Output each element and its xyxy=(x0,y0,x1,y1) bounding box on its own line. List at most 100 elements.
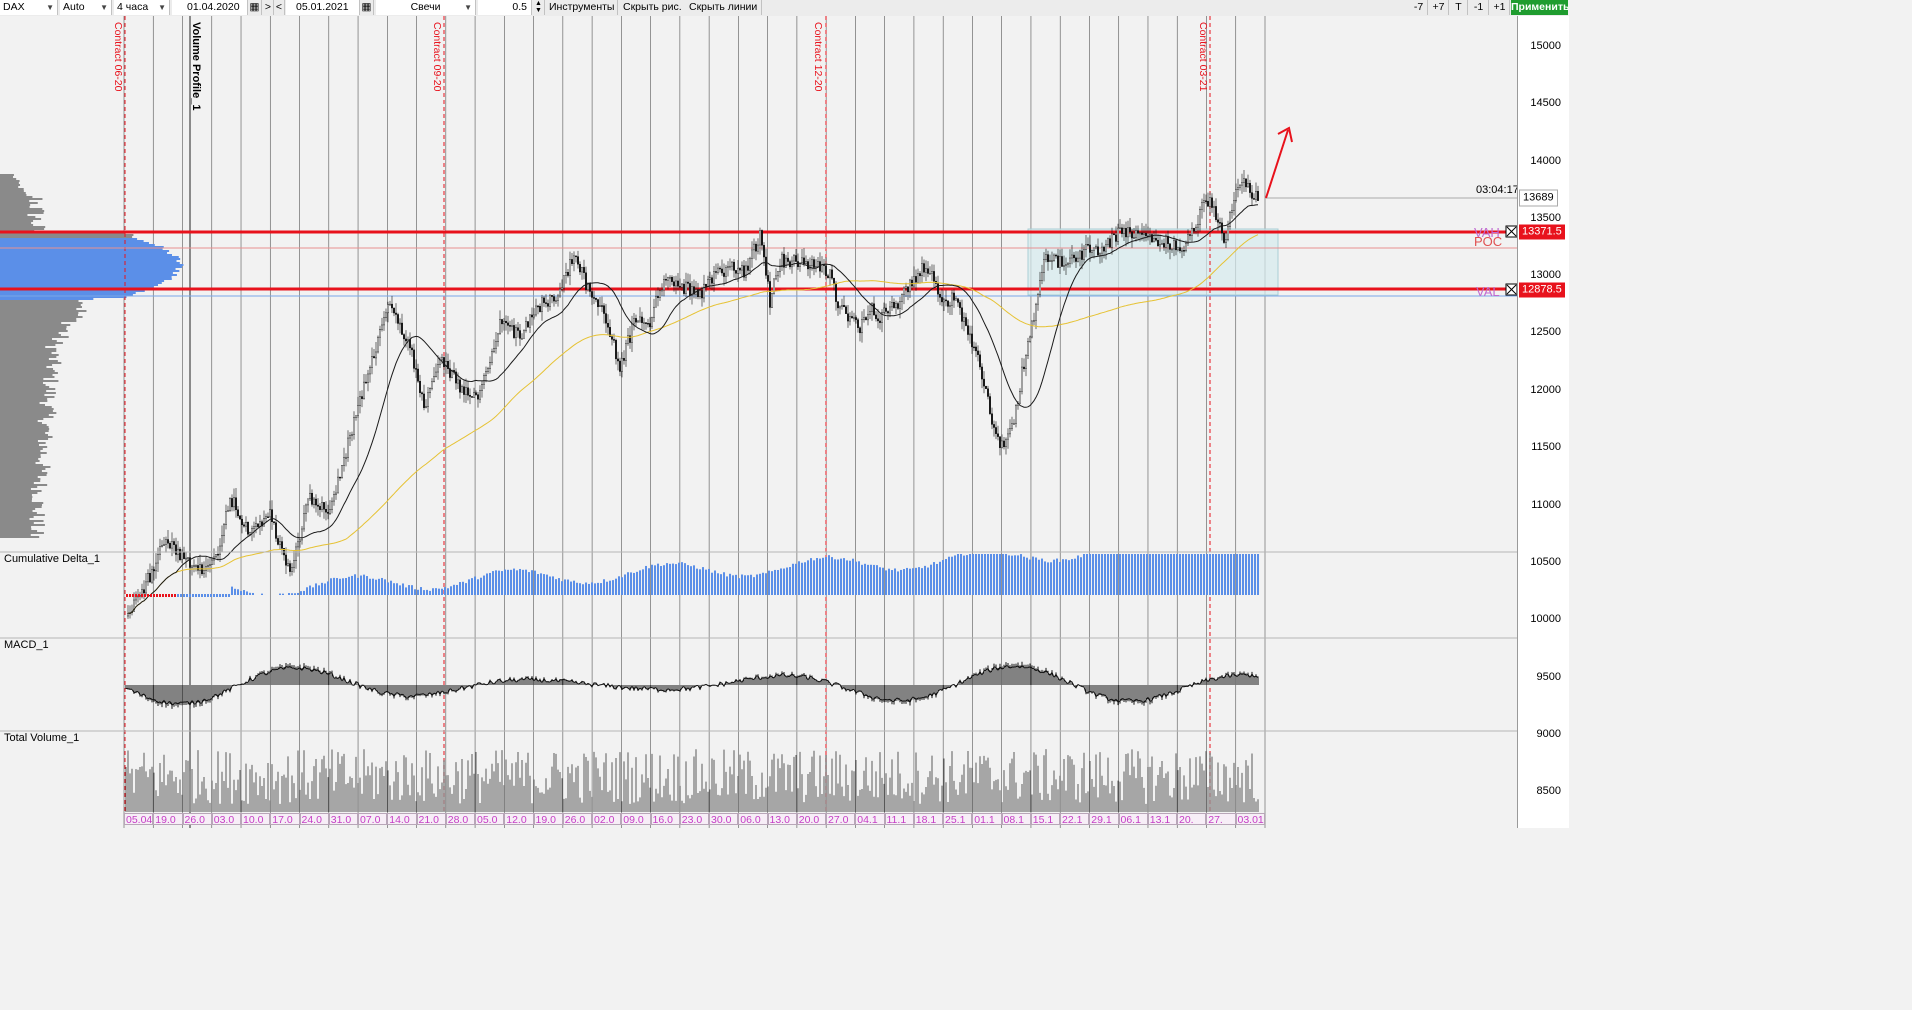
candle-body xyxy=(1056,255,1059,268)
delta-bar xyxy=(198,594,200,597)
date-tick: 20.0 xyxy=(796,813,826,825)
candle-body xyxy=(629,335,632,343)
profile-bar xyxy=(0,368,54,370)
candle-body xyxy=(1206,201,1209,207)
delta-bar xyxy=(213,594,215,597)
step-input[interactable]: 0.5 xyxy=(478,0,532,15)
plus7-button[interactable]: +7 xyxy=(1429,0,1449,15)
candle-body xyxy=(671,277,674,282)
profile-bar xyxy=(0,486,38,488)
scale-select[interactable]: Auto ▼ xyxy=(60,0,112,15)
timeframe-select[interactable]: 4 часа ▼ xyxy=(114,0,170,15)
minus1-button[interactable]: -1 xyxy=(1469,0,1489,15)
delta-bar xyxy=(426,589,428,595)
candle-body xyxy=(1096,246,1099,256)
profile-bar xyxy=(0,406,52,408)
candle-body xyxy=(287,563,290,566)
date-from-field[interactable]: 01.04.2020 xyxy=(172,0,248,15)
candle-body xyxy=(581,267,584,273)
candle-body xyxy=(1176,247,1179,251)
delta-bar xyxy=(840,558,842,595)
prev-button[interactable]: < xyxy=(274,0,285,15)
candle-body xyxy=(635,318,638,323)
macd-title: MACD_1 xyxy=(4,639,49,651)
delta-bar xyxy=(1077,555,1079,595)
candle-body xyxy=(313,498,316,505)
candle-body xyxy=(1140,232,1143,235)
candle-body xyxy=(315,498,318,506)
candle-body xyxy=(347,437,350,458)
tools-button[interactable]: Инструменты xyxy=(546,0,618,15)
candle-body xyxy=(577,256,580,265)
delta-bar xyxy=(1197,554,1199,595)
calendar-to-icon[interactable]: ▦ xyxy=(360,0,374,15)
delta-bar xyxy=(594,583,596,595)
profile-bar xyxy=(0,254,172,256)
date-to-field[interactable]: 05.01.2021 xyxy=(286,0,360,15)
delta-bar xyxy=(768,570,770,595)
projection-arrow[interactable] xyxy=(1265,126,1293,199)
candle-body xyxy=(1028,336,1031,342)
profile-bar xyxy=(0,328,67,330)
candle-body xyxy=(963,317,966,322)
apply-button[interactable]: Применить xyxy=(1511,0,1568,15)
delta-bar xyxy=(1149,554,1151,595)
delta-bar xyxy=(906,567,908,595)
chart-canvas[interactable]: Contract 06-20 Contract 09-20 Contract 1… xyxy=(0,16,1517,828)
candle-body xyxy=(625,343,628,361)
candle-body xyxy=(985,385,988,389)
delta-bar xyxy=(1251,554,1253,595)
plus1-button[interactable]: +1 xyxy=(1490,0,1510,15)
calendar-from-icon[interactable]: ▦ xyxy=(248,0,262,15)
delta-bar xyxy=(402,583,404,595)
candle-body xyxy=(947,300,950,307)
delta-bar xyxy=(1089,554,1091,595)
delta-bar xyxy=(165,594,167,597)
candle-body xyxy=(1242,178,1245,183)
delta-bar xyxy=(615,578,617,595)
hide-lines-button[interactable]: Скрыть линии xyxy=(686,0,762,15)
candle-body xyxy=(663,279,666,291)
candle-body xyxy=(132,599,135,612)
symbol-select[interactable]: DAX ▼ xyxy=(0,0,58,15)
candle-body xyxy=(923,263,926,273)
next-button[interactable]: > xyxy=(263,0,274,15)
candle-body xyxy=(517,327,520,331)
t-button[interactable]: T xyxy=(1450,0,1468,15)
candle-body xyxy=(847,313,850,322)
delta-bar xyxy=(228,594,230,597)
contract-label-09-20: Contract 09-20 xyxy=(431,22,443,92)
profile-bar xyxy=(0,308,77,310)
price-axis[interactable]: 15000 14500 14000 13500 13000 12500 1200… xyxy=(1517,16,1569,828)
delta-bar xyxy=(384,579,386,595)
delta-bar xyxy=(1131,554,1133,595)
candle-body xyxy=(523,330,526,339)
delta-bar xyxy=(999,554,1001,595)
candle-body xyxy=(599,305,602,308)
candle-body xyxy=(767,275,770,282)
step-spinner[interactable]: ▲ ▼ xyxy=(533,0,545,15)
candle-body xyxy=(1040,272,1043,281)
delta-bar xyxy=(1245,554,1247,595)
minus7-button[interactable]: -7 xyxy=(1410,0,1428,15)
candle-body xyxy=(373,356,376,359)
candle-body xyxy=(967,325,970,335)
date-axis[interactable]: 05.04 19.0 26.0 03.0 10.0 17.0 24.0 31.0 07.0 14.… xyxy=(124,813,1265,826)
candle-body xyxy=(1210,197,1213,208)
symbol-value: DAX xyxy=(3,1,25,13)
candle-body xyxy=(647,323,650,325)
candle-body xyxy=(335,492,338,495)
hide-drawings-button[interactable]: Скрыть рис. xyxy=(620,0,686,15)
chart-type-select[interactable]: Свечи ▼ xyxy=(376,0,476,15)
profile-bar xyxy=(0,388,56,390)
fast-moving-average xyxy=(127,204,1259,614)
candle-body xyxy=(1088,244,1091,253)
delta-bar xyxy=(513,568,515,595)
candle-body xyxy=(477,394,480,400)
candle-body xyxy=(1194,226,1197,232)
candle-body xyxy=(327,511,330,514)
delta-bar xyxy=(993,554,995,595)
delta-bar xyxy=(801,562,803,595)
candle-body xyxy=(1098,252,1101,256)
delta-bar xyxy=(585,582,587,595)
